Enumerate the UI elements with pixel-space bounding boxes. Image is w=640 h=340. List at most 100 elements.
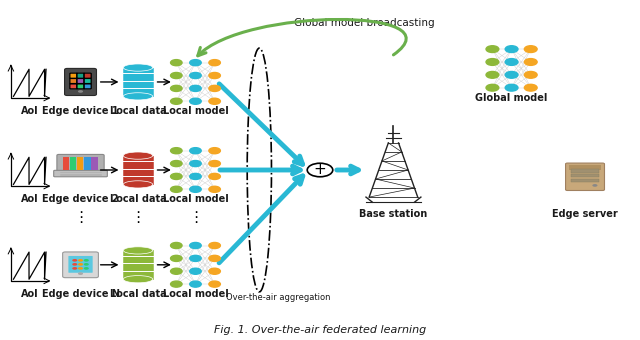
FancyBboxPatch shape <box>70 78 77 84</box>
Circle shape <box>171 173 182 180</box>
Circle shape <box>189 186 201 192</box>
Text: Edge server: Edge server <box>552 209 618 219</box>
Bar <box>569 165 602 170</box>
Circle shape <box>209 268 220 274</box>
Circle shape <box>171 255 182 261</box>
Circle shape <box>524 58 537 65</box>
FancyBboxPatch shape <box>566 163 605 190</box>
Circle shape <box>209 160 220 167</box>
Circle shape <box>505 46 518 52</box>
Circle shape <box>209 59 220 66</box>
Circle shape <box>84 259 89 262</box>
Circle shape <box>189 173 201 180</box>
Circle shape <box>84 263 89 266</box>
Circle shape <box>505 84 518 91</box>
Circle shape <box>171 72 182 79</box>
Text: AoI: AoI <box>20 289 38 299</box>
Circle shape <box>171 85 182 91</box>
Text: AoI: AoI <box>20 106 38 116</box>
Text: +: + <box>314 162 326 177</box>
Text: Local data: Local data <box>109 194 166 204</box>
Circle shape <box>505 58 518 65</box>
Bar <box>572 179 599 182</box>
Circle shape <box>78 272 83 275</box>
Bar <box>572 174 599 177</box>
Text: Local data: Local data <box>109 106 166 116</box>
FancyBboxPatch shape <box>70 73 77 78</box>
FancyBboxPatch shape <box>77 73 84 78</box>
Circle shape <box>189 242 201 249</box>
Circle shape <box>72 259 77 262</box>
Circle shape <box>209 98 220 104</box>
Circle shape <box>189 148 201 154</box>
Circle shape <box>78 259 83 262</box>
Text: Local model: Local model <box>163 194 228 204</box>
FancyBboxPatch shape <box>57 154 104 173</box>
Text: Global model: Global model <box>476 93 548 103</box>
Circle shape <box>524 71 537 78</box>
Bar <box>70 157 76 170</box>
Circle shape <box>486 71 499 78</box>
Ellipse shape <box>124 181 153 188</box>
Bar <box>84 157 91 170</box>
Circle shape <box>189 268 201 274</box>
Ellipse shape <box>124 93 153 100</box>
Circle shape <box>209 186 220 192</box>
Circle shape <box>209 173 220 180</box>
Circle shape <box>171 98 182 104</box>
Circle shape <box>171 148 182 154</box>
Text: Base station: Base station <box>359 209 428 219</box>
Circle shape <box>524 46 537 52</box>
Circle shape <box>78 90 83 93</box>
Bar <box>124 156 153 184</box>
Bar <box>92 157 98 170</box>
Circle shape <box>189 59 201 66</box>
Text: ⋮: ⋮ <box>131 210 146 225</box>
Bar <box>63 157 69 170</box>
Bar <box>124 156 153 184</box>
Circle shape <box>171 186 182 192</box>
Text: Global model broadcasting: Global model broadcasting <box>294 18 435 28</box>
Text: Edge device N: Edge device N <box>42 289 120 299</box>
Bar <box>572 170 599 173</box>
Circle shape <box>189 160 201 167</box>
FancyBboxPatch shape <box>84 73 92 78</box>
Text: Edge device 2: Edge device 2 <box>42 194 119 204</box>
Bar <box>124 251 153 279</box>
Circle shape <box>78 263 83 266</box>
Text: Edge device 1: Edge device 1 <box>42 106 119 116</box>
Circle shape <box>171 281 182 287</box>
Circle shape <box>189 98 201 104</box>
Circle shape <box>189 281 201 287</box>
Circle shape <box>209 148 220 154</box>
Text: Local model: Local model <box>163 106 228 116</box>
Circle shape <box>486 46 499 52</box>
Text: ⋮: ⋮ <box>73 210 88 225</box>
Bar <box>124 68 153 96</box>
FancyBboxPatch shape <box>54 170 108 177</box>
Circle shape <box>505 71 518 78</box>
Ellipse shape <box>124 247 153 254</box>
FancyBboxPatch shape <box>68 256 93 273</box>
FancyBboxPatch shape <box>84 84 92 89</box>
Circle shape <box>72 263 77 266</box>
Circle shape <box>209 242 220 249</box>
FancyBboxPatch shape <box>77 78 84 84</box>
FancyBboxPatch shape <box>84 78 92 84</box>
FancyBboxPatch shape <box>63 252 99 278</box>
Ellipse shape <box>124 64 153 71</box>
FancyBboxPatch shape <box>77 84 84 89</box>
Circle shape <box>171 242 182 249</box>
Text: Local data: Local data <box>109 289 166 299</box>
Bar <box>124 251 153 279</box>
Circle shape <box>486 84 499 91</box>
FancyBboxPatch shape <box>70 84 77 89</box>
Text: Over-the-air aggregation: Over-the-air aggregation <box>227 293 331 302</box>
FancyBboxPatch shape <box>69 73 92 89</box>
Text: AoI: AoI <box>20 194 38 204</box>
Text: ⋮: ⋮ <box>188 210 203 225</box>
Circle shape <box>486 58 499 65</box>
Bar <box>124 68 153 96</box>
FancyArrowPatch shape <box>198 19 406 56</box>
Ellipse shape <box>124 152 153 159</box>
